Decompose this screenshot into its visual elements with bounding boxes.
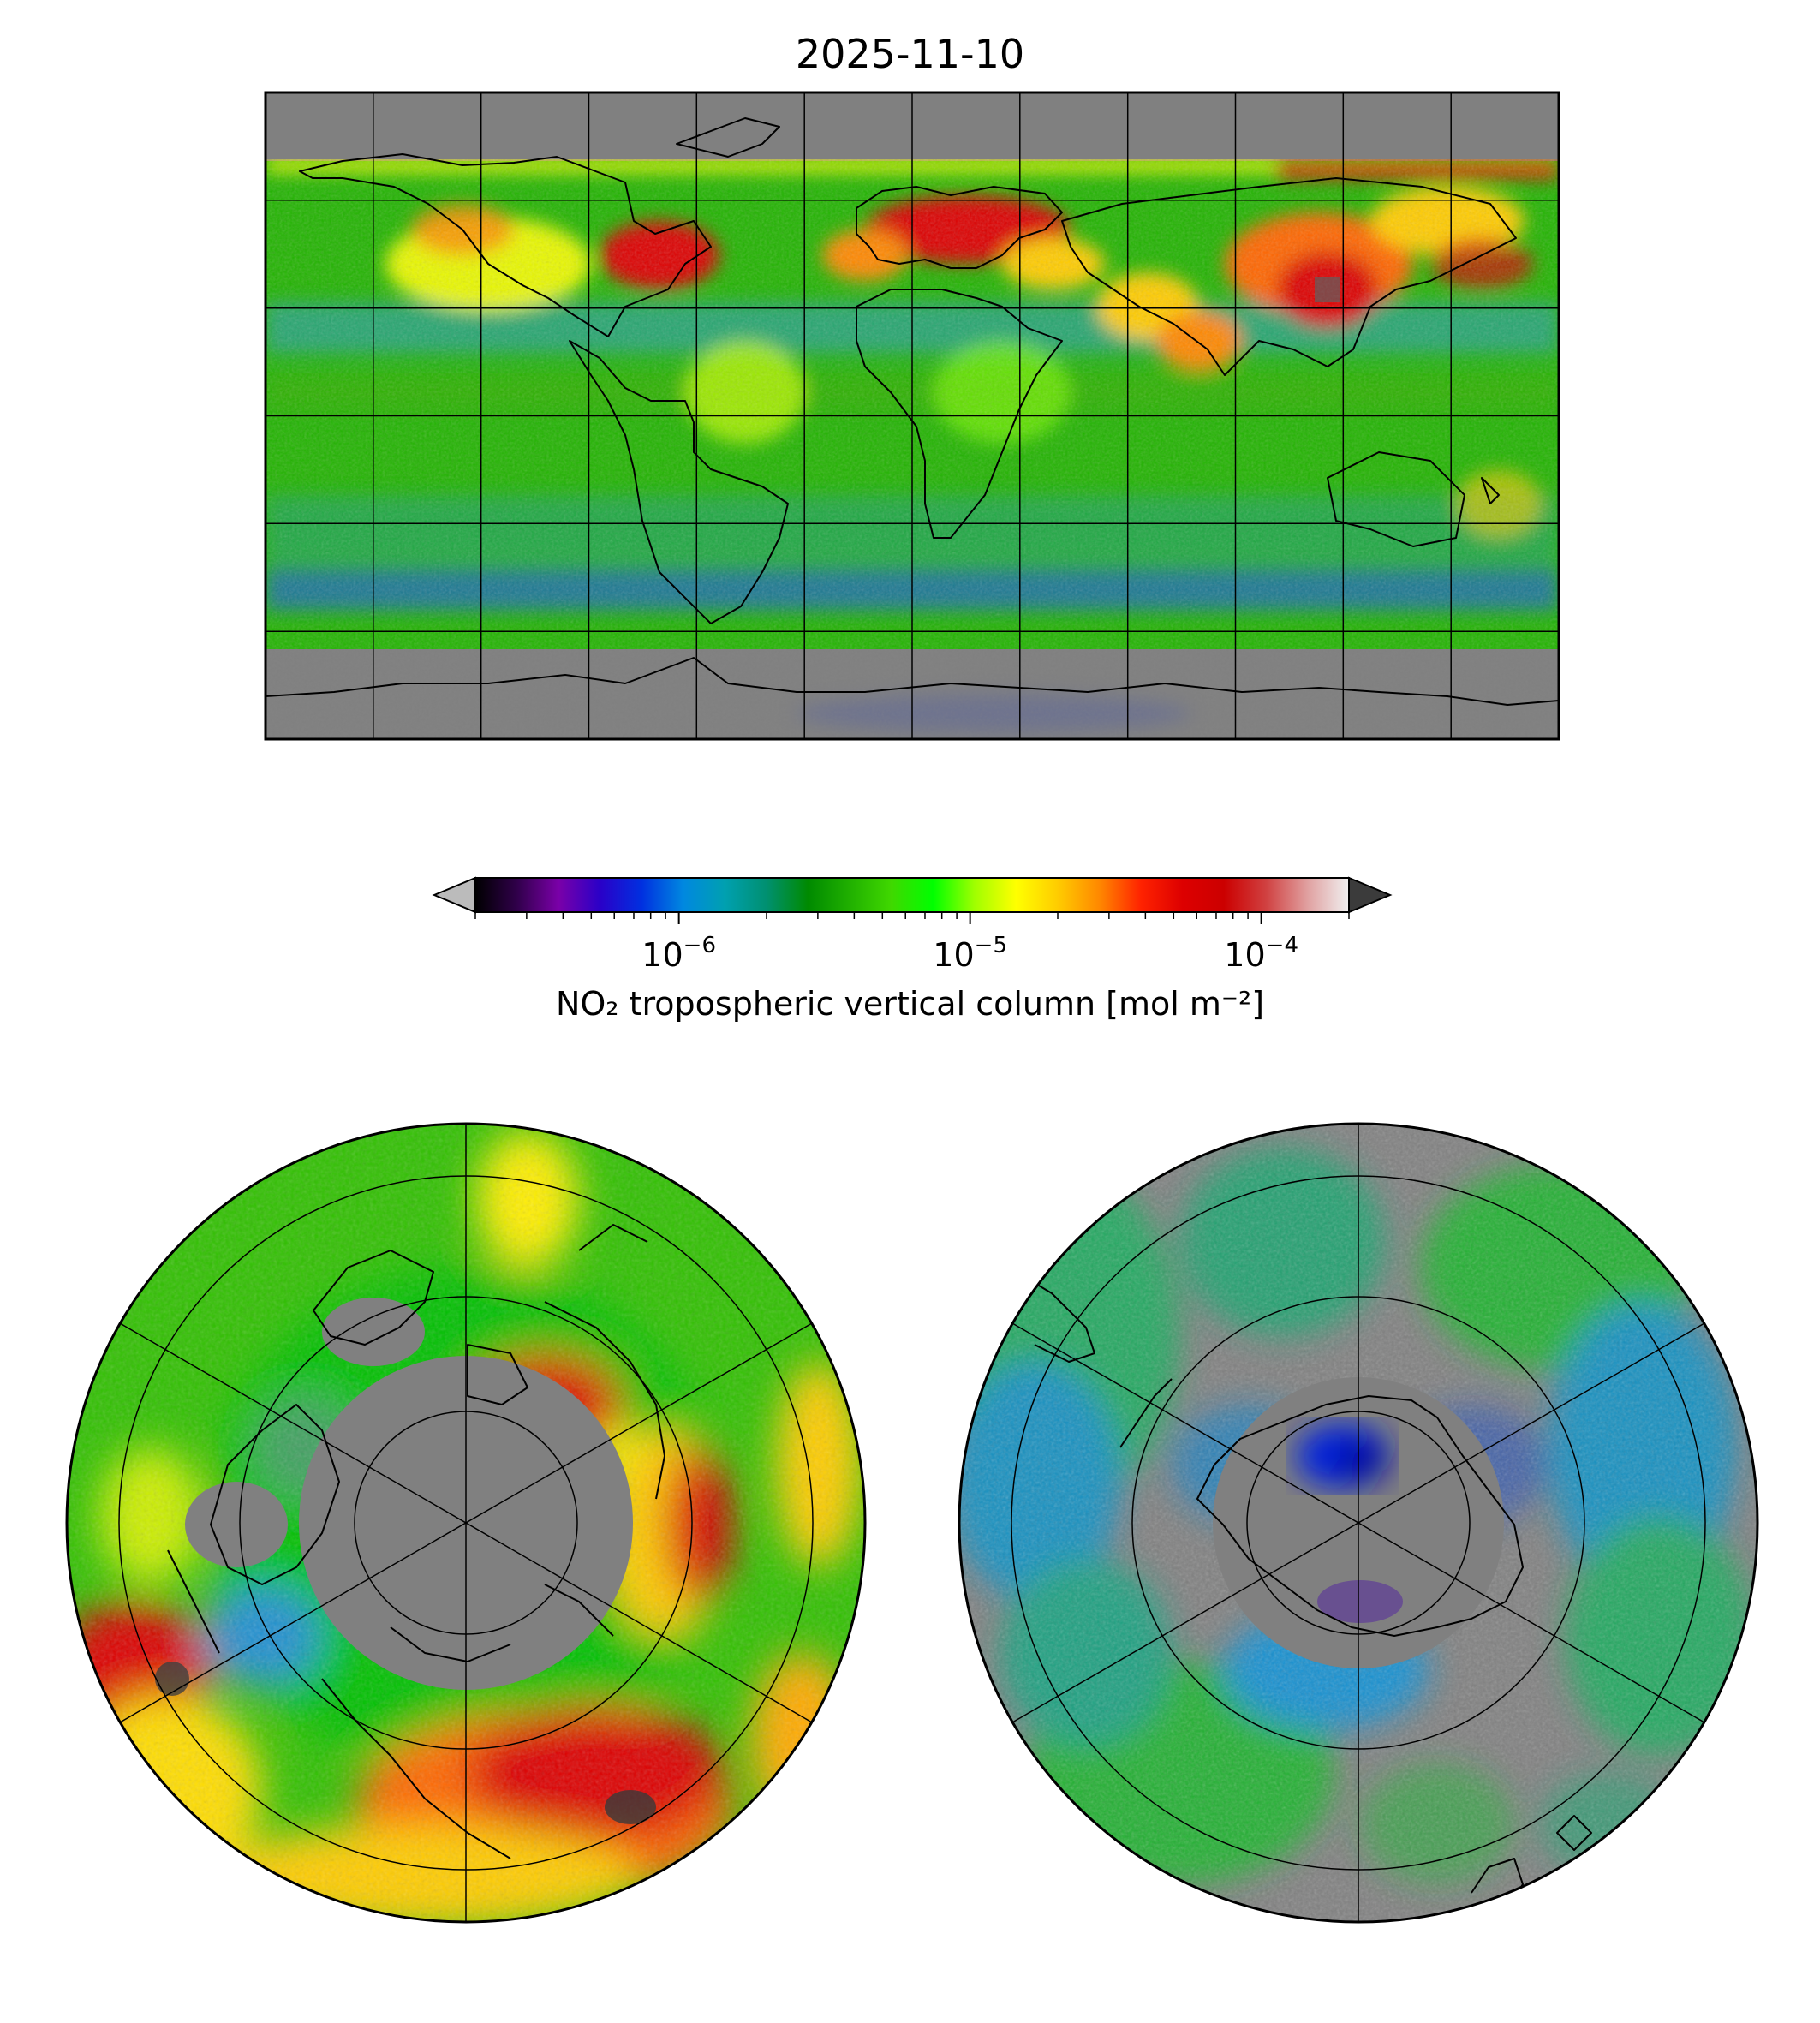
world-map xyxy=(264,91,1560,741)
no2-field-south xyxy=(959,1124,1757,1922)
coastlines-north xyxy=(167,1224,665,1859)
colorbar-gradient xyxy=(474,877,1350,913)
colorbar-under-extend xyxy=(432,876,476,914)
north-map-frame xyxy=(65,1122,867,1924)
colorbar-tick-label: 10−4 xyxy=(1224,933,1298,974)
colorbar-tick-label: 10−5 xyxy=(933,933,1007,974)
graticule-world xyxy=(266,92,1559,739)
south-polar-map xyxy=(958,1122,1759,1924)
colorbar-over-extend xyxy=(1348,876,1393,914)
graticule-south xyxy=(1011,1124,1706,1922)
figure-title: 2025-11-10 xyxy=(795,31,1025,77)
colorbar-major-ticks xyxy=(677,912,1262,924)
south-map-frame xyxy=(958,1122,1759,1924)
colorbar-label: NO₂ tropospheric vertical column [mol m⁻… xyxy=(555,985,1265,1023)
colorbar-tick-label: 10−6 xyxy=(641,933,716,974)
coastlines-world xyxy=(266,117,1559,706)
colorbar-minor-ticks xyxy=(474,912,1350,919)
world-map-frame xyxy=(264,91,1560,741)
colorbar: 10−6 10−5 10−4 xyxy=(424,865,1400,994)
graticule-north xyxy=(118,1124,814,1922)
north-polar-map xyxy=(65,1122,867,1924)
coastlines-south xyxy=(1008,1267,1592,1911)
